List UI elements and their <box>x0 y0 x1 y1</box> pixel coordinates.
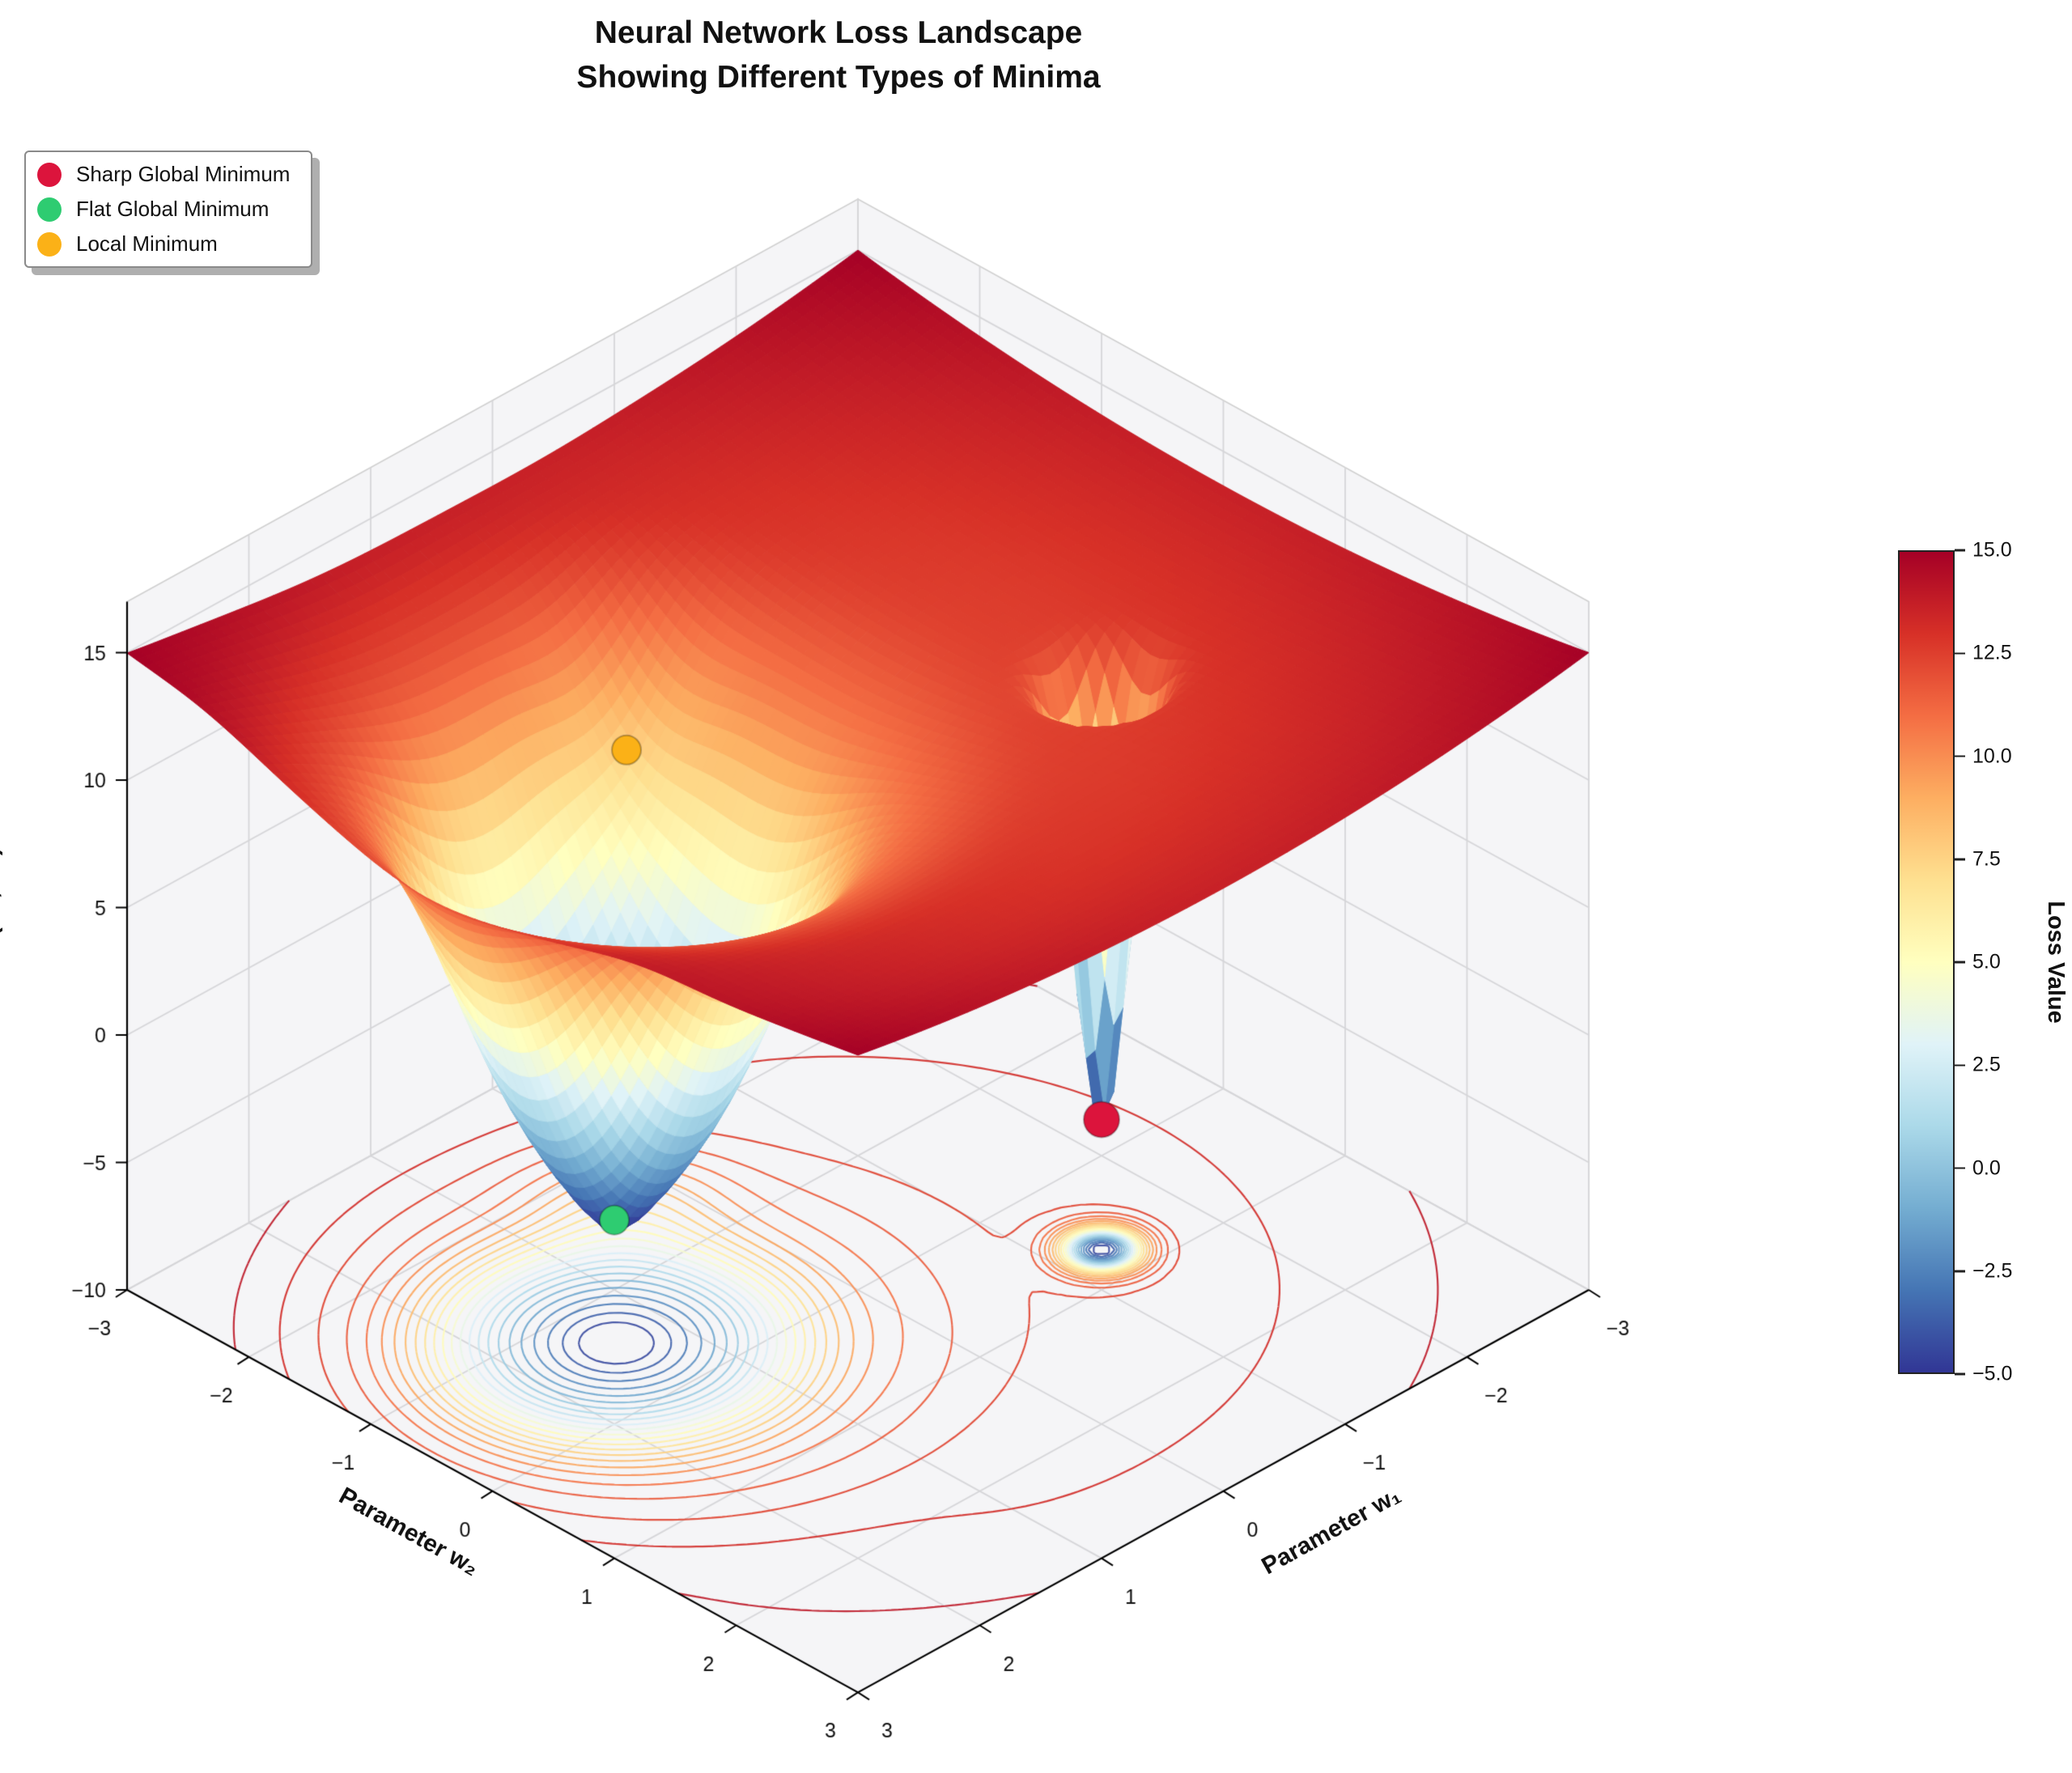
colorbar-label: Loss Value <box>2043 901 2069 1024</box>
legend-label-sharp-global-minimum: Sharp Global Minimum <box>76 162 291 186</box>
chart-title: Neural Network Loss Landscape Showing Di… <box>576 15 1101 95</box>
legend-label-flat-global-minimum: Flat Global Minimum <box>76 197 270 221</box>
colorbar-tick: 0.0 <box>1955 1156 2001 1180</box>
colorbar-tick: 10.0 <box>1955 744 2012 768</box>
legend-marker-local-minimum-icon <box>37 231 62 257</box>
colorbar-tick: −2.5 <box>1955 1259 2012 1283</box>
colorbar-tick: 2.5 <box>1955 1054 2001 1077</box>
legend-item-local-minimum: Local Minimum <box>37 231 290 257</box>
colorbar: 15.0 12.5 10.0 7.5 5.0 2.5 0.0 −2.5 −5.0 Loss Va… <box>1898 539 2069 1385</box>
legend: Sharp Global Minimum Flat Global Minimum… <box>24 151 313 268</box>
colorbar-tick: 15.0 <box>1955 539 2012 562</box>
colorbar-tick: −5.0 <box>1955 1363 2012 1386</box>
colorbar-gradient <box>1898 550 1955 1374</box>
legend-marker-sharp-global-minimum-icon <box>37 162 62 187</box>
legend-label-local-minimum: Local Minimum <box>76 231 218 256</box>
legend-item-sharp-global-minimum: Sharp Global Minimum <box>37 162 290 187</box>
colorbar-tick: 5.0 <box>1955 951 2001 974</box>
legend-item-flat-global-minimum: Flat Global Minimum <box>37 197 290 222</box>
z-axis-label: Loss L(w₁, w₂) <box>0 847 3 1014</box>
legend-marker-flat-global-minimum-icon <box>37 197 62 222</box>
colorbar-tick: 12.5 <box>1955 642 2012 665</box>
colorbar-ticks: 15.0 12.5 10.0 7.5 5.0 2.5 0.0 −2.5 −5.0 <box>1898 539 2012 1385</box>
colorbar-tick: 7.5 <box>1955 847 2001 871</box>
